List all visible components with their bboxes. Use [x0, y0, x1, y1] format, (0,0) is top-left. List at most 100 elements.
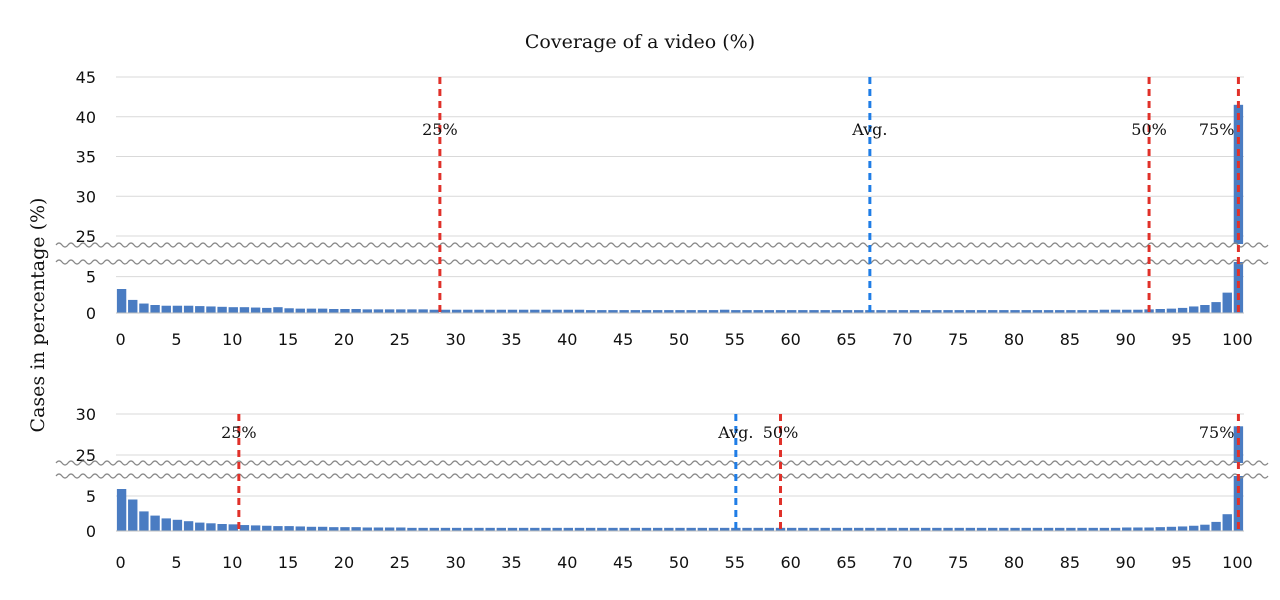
- axis-break-wave: [55, 460, 1269, 466]
- bar: [988, 527, 998, 531]
- bar: [440, 309, 451, 313]
- x-tick-label: 75: [948, 330, 968, 349]
- bar: [1010, 527, 1020, 531]
- bar: [1155, 309, 1165, 313]
- bar: [161, 305, 171, 313]
- bar: [183, 305, 194, 313]
- x-tick-label: 30: [445, 330, 465, 349]
- bar: [641, 310, 652, 313]
- bar: [1222, 514, 1232, 531]
- marker-label: Avg.: [851, 120, 887, 139]
- bar: [664, 310, 674, 313]
- x-tick-label: 5: [171, 553, 181, 572]
- axis-break-wave: [55, 259, 1269, 265]
- bar: [854, 527, 864, 531]
- bar: [664, 527, 674, 531]
- bar: [786, 527, 797, 531]
- bar: [1200, 305, 1210, 313]
- bar: [217, 524, 227, 531]
- bar: [921, 527, 931, 531]
- bar: [1021, 310, 1031, 313]
- bar: [418, 527, 428, 531]
- bar: [429, 309, 439, 313]
- bar: [485, 309, 495, 313]
- bar: [708, 527, 719, 531]
- bar: [999, 310, 1009, 313]
- bar: [418, 309, 428, 313]
- marker-label: Avg.: [717, 423, 753, 442]
- bar: [262, 525, 272, 531]
- bar: [474, 527, 484, 531]
- bar: [373, 309, 384, 313]
- bar: [574, 309, 585, 313]
- x-tick-label: 50: [669, 330, 689, 349]
- bar: [630, 527, 641, 531]
- bar: [1077, 310, 1087, 313]
- bar: [585, 527, 596, 531]
- marker-label: 25%: [422, 120, 458, 139]
- bar: [161, 518, 171, 531]
- bar: [1177, 526, 1188, 531]
- bar: [284, 308, 294, 313]
- x-tick-label: 55: [725, 330, 745, 349]
- bar: [451, 527, 462, 531]
- chart-title: Coverage of a video (%): [525, 31, 755, 53]
- bar: [250, 525, 261, 531]
- x-tick-label: 35: [501, 553, 521, 572]
- x-tick-label: 70: [892, 553, 912, 572]
- bar: [842, 310, 853, 313]
- bar: [1144, 527, 1154, 531]
- bar: [172, 519, 183, 531]
- bar: [250, 307, 261, 313]
- bar: [195, 522, 205, 531]
- bar: [865, 527, 875, 531]
- bar: [396, 309, 406, 313]
- bar: [1055, 310, 1065, 313]
- bar: [362, 527, 372, 531]
- bar: [731, 527, 741, 531]
- x-tick-label: 85: [1060, 330, 1080, 349]
- bar: [183, 521, 194, 531]
- y-axis-label: Cases in percentage (%): [27, 198, 49, 433]
- bar: [239, 307, 250, 313]
- x-tick-label: 90: [1116, 553, 1136, 572]
- bar: [1043, 310, 1054, 313]
- bar: [652, 527, 663, 531]
- bar: [909, 310, 920, 313]
- bar: [541, 309, 551, 313]
- bar: [1066, 310, 1076, 313]
- bar: [954, 527, 964, 531]
- bar: [1021, 527, 1031, 531]
- bar: [854, 310, 864, 313]
- bar: [340, 309, 350, 313]
- x-tick-label: 45: [613, 553, 633, 572]
- bar: [965, 310, 976, 313]
- marker-label: 50%: [1131, 120, 1167, 139]
- x-tick-label: 20: [334, 553, 354, 572]
- bar: [1110, 527, 1121, 531]
- marker-label: 75%: [1199, 423, 1235, 442]
- bar: [1088, 310, 1098, 313]
- bar: [1055, 527, 1065, 531]
- bar: [1133, 527, 1143, 531]
- bar: [764, 527, 775, 531]
- bar: [139, 303, 149, 313]
- bar: [719, 527, 730, 531]
- bar: [474, 309, 484, 313]
- bar: [1189, 306, 1199, 313]
- bar: [898, 527, 909, 531]
- bar: [976, 527, 987, 531]
- bar: [1155, 527, 1165, 531]
- bar: [262, 307, 272, 313]
- bar: [1200, 524, 1210, 531]
- bar: [909, 527, 920, 531]
- bar: [887, 310, 897, 313]
- bar: [116, 489, 127, 531]
- x-tick-label: 45: [613, 330, 633, 349]
- bar: [195, 306, 205, 313]
- bar: [440, 527, 451, 531]
- y-tick-label: 40: [76, 108, 96, 127]
- bar: [463, 309, 473, 313]
- bar: [753, 527, 763, 531]
